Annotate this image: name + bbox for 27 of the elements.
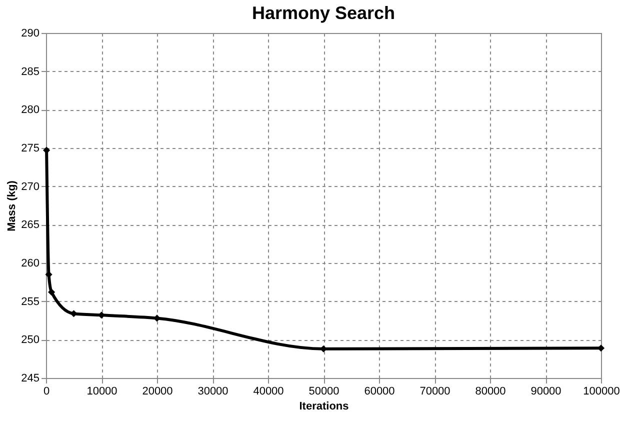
y-tick-label: 275 bbox=[21, 142, 40, 154]
x-tick-label: 0 bbox=[43, 386, 50, 398]
y-tick-label: 245 bbox=[21, 372, 40, 384]
y-tick-label: 285 bbox=[21, 66, 40, 78]
x-tick-label: 30000 bbox=[198, 386, 228, 398]
x-tick-label: 60000 bbox=[364, 386, 395, 398]
y-tick-label: 280 bbox=[21, 104, 40, 116]
x-tick-label: 50000 bbox=[308, 386, 340, 398]
x-tick-label: 40000 bbox=[253, 386, 284, 398]
x-axis-title: Iterations bbox=[299, 400, 349, 412]
x-tick-label: 10000 bbox=[86, 386, 118, 398]
x-tick-label: 90000 bbox=[530, 386, 562, 398]
x-tick-label: 100000 bbox=[583, 386, 620, 398]
y-axis-title: Mass (kg) bbox=[6, 180, 18, 232]
x-tick-label: 20000 bbox=[142, 386, 173, 398]
point bbox=[48, 288, 56, 296]
point bbox=[70, 310, 78, 318]
point bbox=[43, 146, 50, 154]
y-tick-label: 255 bbox=[21, 296, 40, 308]
x-tick-label: 80000 bbox=[475, 386, 506, 398]
y-tick-label: 290 bbox=[21, 28, 40, 40]
y-tick-label: 250 bbox=[21, 334, 40, 346]
chart-title: Harmony Search bbox=[252, 3, 396, 23]
y-tick-label: 260 bbox=[21, 258, 40, 270]
y-tick-label: 270 bbox=[21, 180, 40, 193]
y-tick-label: 265 bbox=[21, 219, 40, 232]
x-tick-label: 70000 bbox=[420, 386, 450, 398]
